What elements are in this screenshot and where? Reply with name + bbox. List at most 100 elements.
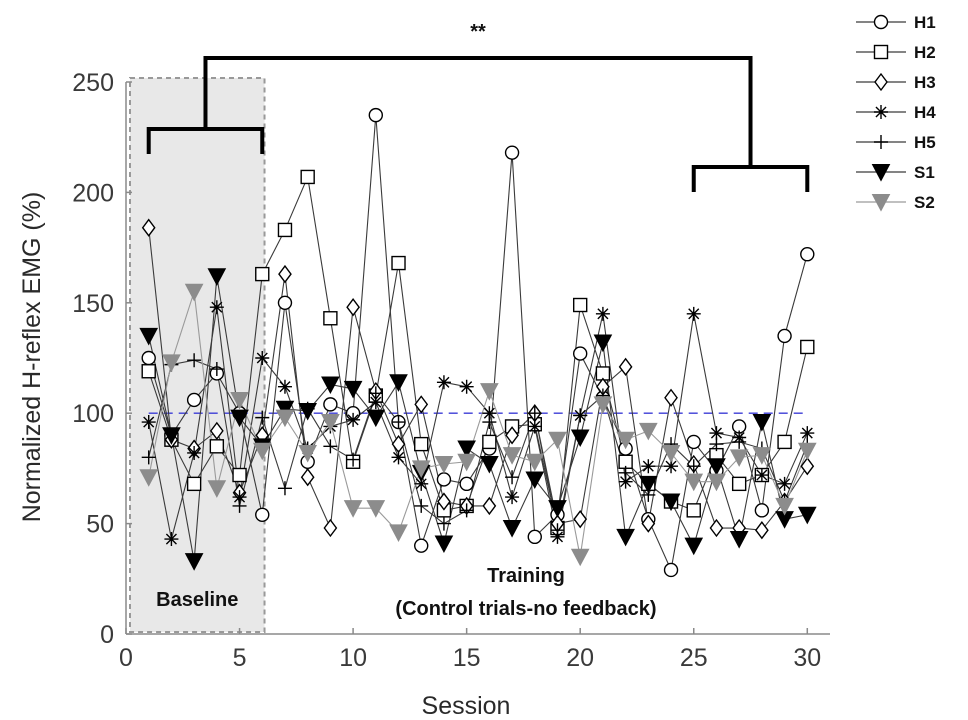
point-h4-session-7-shape (277, 379, 292, 394)
point-s2-session-26 (707, 473, 726, 492)
legend-label-s2: S2 (914, 193, 935, 212)
point-h5-session-3-shape (187, 353, 202, 368)
point-h4-session-16-shape (482, 406, 497, 421)
point-h2-session-25 (686, 503, 701, 518)
point-h5-session-4 (209, 362, 224, 377)
point-h4-session-11 (368, 395, 383, 410)
point-s2-session-22-shape (616, 431, 635, 450)
y-axis-label: Normalized H-reflex EMG (%) (18, 192, 46, 523)
legend-marker-s2-shape (871, 194, 891, 212)
point-s1-session-27-shape (729, 531, 749, 549)
point-h1-session-3 (186, 392, 202, 408)
legend-marker-h4 (874, 105, 888, 119)
point-h4-session-2 (164, 532, 179, 547)
point-s2-session-5 (230, 391, 249, 410)
legend-label-h5: H5 (914, 133, 936, 152)
point-h5-session-1 (141, 450, 156, 465)
point-h4-session-2-shape (164, 532, 179, 547)
point-h5-session-16 (482, 415, 497, 430)
point-s2-session-3 (184, 283, 204, 302)
point-s1-session-21-shape (593, 334, 613, 353)
point-s2-session-23-shape (638, 422, 658, 441)
point-s2-session-26-shape (707, 473, 726, 492)
point-h5-session-9 (323, 439, 338, 454)
point-s2-session-11 (366, 500, 386, 518)
point-s2-session-22 (616, 431, 635, 450)
point-h5-session-15-shape (459, 503, 474, 518)
point-h2-session-5 (232, 467, 247, 483)
legend-marker-s1 (871, 164, 891, 182)
legend-entry-s1: S1 (856, 163, 935, 182)
x-tick-label: 5 (233, 644, 247, 672)
point-h5-session-13 (414, 498, 429, 513)
point-h3-session-14 (437, 492, 451, 511)
point-h4-session-6 (255, 351, 270, 365)
point-s2-session-8-shape (298, 444, 318, 463)
point-s2-session-15 (457, 453, 476, 472)
point-s2-session-18-shape (525, 453, 545, 472)
point-s2-session-21-shape (593, 396, 613, 414)
point-h5-session-14-shape (436, 516, 451, 531)
point-s1-session-11-shape (366, 409, 386, 428)
legend-entry-s2: S2 (856, 193, 935, 212)
point-h2-session-7 (277, 222, 293, 238)
point-h1-session-14 (436, 472, 452, 487)
point-h3-session-24-shape (664, 388, 678, 407)
point-s2-session-27-shape (729, 449, 749, 467)
point-h5-session-5 (232, 498, 247, 513)
point-h2-session-8 (300, 169, 315, 185)
point-s1-session-14-shape (434, 535, 454, 554)
point-h4-session-24 (664, 459, 679, 474)
point-s2-session-7 (275, 409, 295, 428)
point-h1-session-9-shape (323, 397, 338, 412)
point-h4-session-15 (459, 379, 474, 394)
point-s2-session-17-shape (502, 447, 522, 465)
legend-entry-h1: H1 (856, 13, 936, 32)
point-h5-session-22-shape (618, 465, 633, 480)
point-h5-session-20-shape (573, 408, 588, 423)
significance-bracket (203, 56, 753, 167)
point-s1-session-28-shape (752, 414, 772, 432)
training-sublabel: (Control trials-no feedback) (395, 598, 656, 620)
point-h5-session-15 (459, 503, 474, 518)
point-s2-session-27 (729, 449, 749, 467)
point-h3-session-17-shape (505, 426, 519, 445)
point-h4-session-30-shape (800, 426, 815, 441)
training-bracket (691, 165, 810, 192)
point-s1-session-30-shape (797, 506, 817, 525)
point-h1-session-11 (368, 107, 384, 123)
point-h4-session-24-shape (664, 459, 679, 474)
point-s2-session-20-shape (570, 548, 590, 567)
point-h5-session-6-shape (255, 410, 270, 425)
point-h1-session-15-shape (459, 476, 474, 492)
point-h3-session-14-shape (437, 492, 451, 511)
point-h4-session-25 (686, 306, 701, 321)
point-s1-session-5 (230, 409, 249, 428)
point-h5-session-17-shape (505, 470, 520, 485)
point-s1-session-16-shape (480, 455, 499, 474)
training-label: Training (487, 565, 565, 587)
point-h2-session-4-shape (209, 439, 225, 454)
point-h2-session-8-shape (300, 169, 315, 185)
point-h1-session-28 (754, 503, 770, 518)
point-s2-session-17 (502, 447, 522, 465)
point-h3-session-17 (505, 426, 519, 445)
point-h3-session-20-shape (573, 510, 588, 529)
legend-marker-s1-shape (871, 164, 891, 182)
point-s2-session-18 (525, 453, 545, 472)
point-h3-session-20 (573, 510, 588, 529)
baseline-label: Baseline (156, 589, 238, 611)
point-s2-session-25-shape (684, 473, 704, 492)
point-s1-session-9-shape (321, 376, 340, 395)
point-s1-session-4-shape (207, 268, 227, 286)
point-h3-session-16 (482, 496, 497, 516)
point-h4-session-25-shape (686, 306, 701, 321)
point-h2-session-13 (414, 436, 429, 452)
x-tick-label: 20 (566, 644, 594, 672)
point-h2-session-7-shape (277, 222, 293, 238)
point-s1-session-3-shape (184, 553, 204, 571)
point-s2-session-29 (775, 497, 794, 516)
point-h2-session-20-shape (572, 297, 588, 313)
point-h3-session-10-shape (346, 298, 360, 317)
point-h5-session-12 (391, 415, 406, 430)
